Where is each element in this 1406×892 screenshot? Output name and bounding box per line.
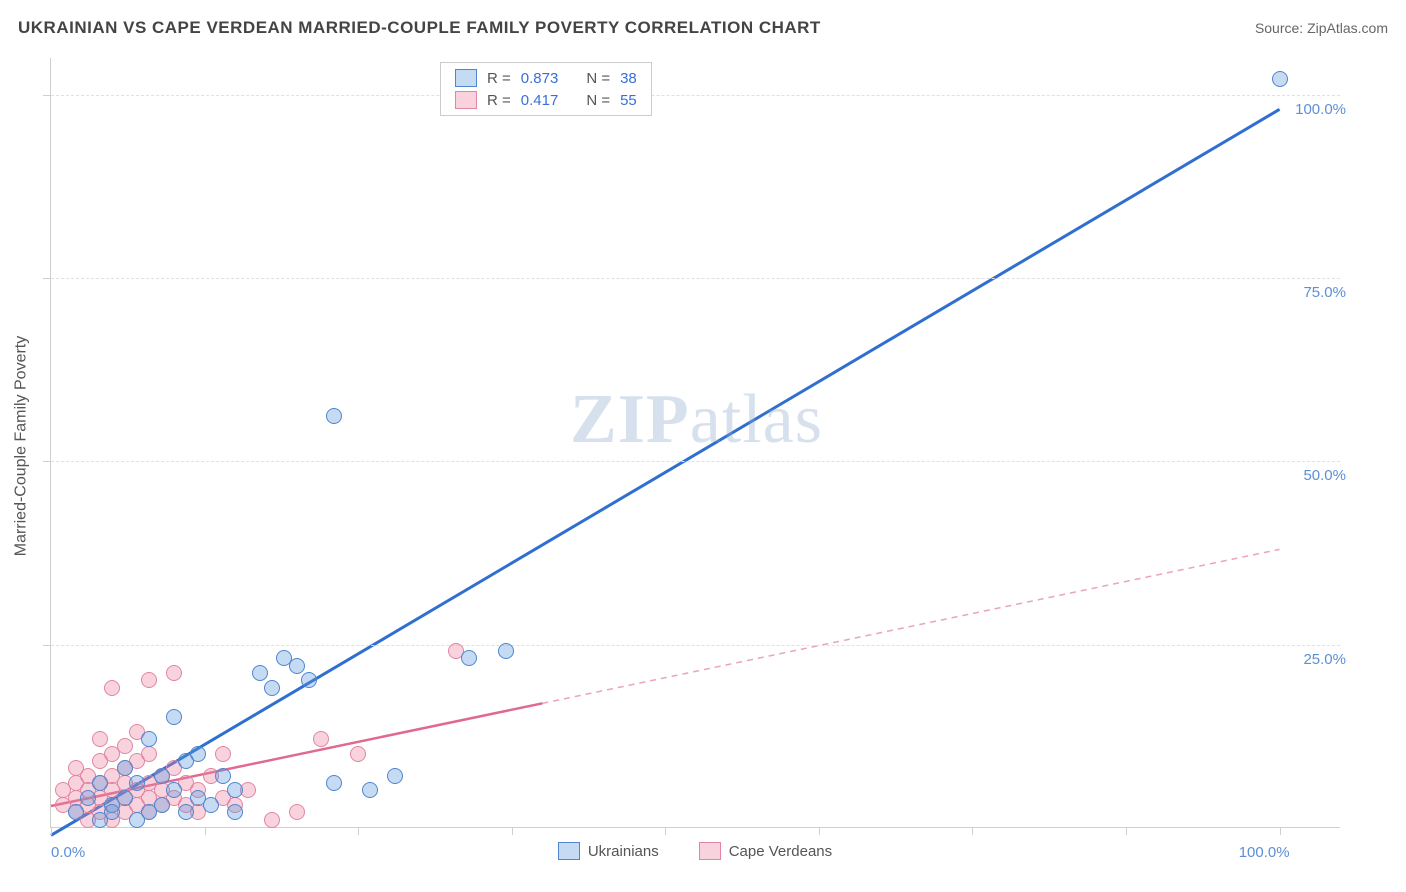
data-point bbox=[264, 812, 280, 828]
data-point bbox=[227, 782, 243, 798]
y-tick bbox=[43, 461, 51, 462]
trend-line bbox=[51, 109, 1280, 835]
gridline bbox=[51, 645, 1340, 646]
data-point bbox=[498, 643, 514, 659]
y-axis-label: Married-Couple Family Poverty bbox=[12, 336, 30, 557]
y-tick-label: 25.0% bbox=[1303, 651, 1346, 668]
data-point bbox=[129, 775, 145, 791]
chart-header: UKRAINIAN VS CAPE VERDEAN MARRIED-COUPLE… bbox=[18, 18, 1388, 38]
data-point bbox=[227, 804, 243, 820]
gridline bbox=[51, 461, 1340, 462]
legend-r-label: R = bbox=[487, 92, 511, 109]
data-point bbox=[92, 731, 108, 747]
y-tick bbox=[43, 645, 51, 646]
scatter-plot-area: 25.0%50.0%75.0%100.0%0.0%100.0% bbox=[50, 58, 1340, 828]
y-tick bbox=[43, 278, 51, 279]
y-tick-label: 100.0% bbox=[1295, 101, 1346, 118]
data-point bbox=[141, 746, 157, 762]
source-prefix: Source: bbox=[1255, 20, 1307, 36]
data-point bbox=[154, 797, 170, 813]
data-point bbox=[68, 804, 84, 820]
x-tick bbox=[358, 827, 359, 835]
data-point bbox=[215, 746, 231, 762]
x-tick bbox=[1126, 827, 1127, 835]
data-point bbox=[326, 775, 342, 791]
data-point bbox=[1272, 71, 1288, 87]
data-point bbox=[252, 665, 268, 681]
gridline bbox=[51, 95, 1340, 96]
data-point bbox=[326, 408, 342, 424]
legend-r-value: 0.873 bbox=[521, 70, 559, 87]
y-axis-label-wrap: Married-Couple Family Poverty bbox=[6, 0, 36, 892]
y-tick-label: 50.0% bbox=[1303, 467, 1346, 484]
series-legend-item: Ukrainians bbox=[558, 842, 659, 860]
data-point bbox=[289, 658, 305, 674]
y-tick bbox=[43, 95, 51, 96]
data-point bbox=[92, 775, 108, 791]
source-link[interactable]: ZipAtlas.com bbox=[1307, 20, 1388, 36]
data-point bbox=[117, 760, 133, 776]
series-legend: Ukrainians Cape Verdeans bbox=[50, 842, 1340, 860]
data-point bbox=[141, 731, 157, 747]
data-point bbox=[313, 731, 329, 747]
trend-line bbox=[542, 549, 1279, 703]
x-tick bbox=[665, 827, 666, 835]
legend-n-label: N = bbox=[586, 92, 610, 109]
data-point bbox=[203, 797, 219, 813]
data-point bbox=[387, 768, 403, 784]
data-point bbox=[104, 804, 120, 820]
series-legend-item: Cape Verdeans bbox=[699, 842, 832, 860]
x-tick bbox=[205, 827, 206, 835]
legend-r-value: 0.417 bbox=[521, 92, 559, 109]
data-point bbox=[461, 650, 477, 666]
legend-n-value: 38 bbox=[620, 70, 637, 87]
gridline bbox=[51, 278, 1340, 279]
source-attribution: Source: ZipAtlas.com bbox=[1255, 20, 1388, 36]
data-point bbox=[166, 665, 182, 681]
data-point bbox=[178, 804, 194, 820]
legend-r-label: R = bbox=[487, 70, 511, 87]
x-tick bbox=[1280, 827, 1281, 835]
legend-swatch bbox=[455, 69, 477, 87]
correlation-legend: R = 0.873 N = 38 R = 0.417 N = 55 bbox=[440, 62, 652, 116]
x-tick bbox=[51, 827, 52, 835]
y-tick-label: 75.0% bbox=[1303, 284, 1346, 301]
data-point bbox=[166, 709, 182, 725]
legend-swatch bbox=[699, 842, 721, 860]
data-point bbox=[301, 672, 317, 688]
data-point bbox=[154, 768, 170, 784]
data-point bbox=[104, 680, 120, 696]
legend-swatch bbox=[558, 842, 580, 860]
data-point bbox=[289, 804, 305, 820]
x-tick bbox=[819, 827, 820, 835]
data-point bbox=[362, 782, 378, 798]
data-point bbox=[80, 790, 96, 806]
series-legend-label: Cape Verdeans bbox=[729, 843, 832, 860]
data-point bbox=[141, 672, 157, 688]
legend-row: R = 0.873 N = 38 bbox=[441, 67, 651, 89]
data-point bbox=[215, 768, 231, 784]
data-point bbox=[350, 746, 366, 762]
data-point bbox=[190, 746, 206, 762]
x-tick bbox=[972, 827, 973, 835]
x-tick bbox=[512, 827, 513, 835]
legend-n-label: N = bbox=[586, 70, 610, 87]
trendlines-svg bbox=[51, 58, 1341, 828]
legend-swatch bbox=[455, 91, 477, 109]
chart-title: UKRAINIAN VS CAPE VERDEAN MARRIED-COUPLE… bbox=[18, 18, 821, 38]
data-point bbox=[117, 738, 133, 754]
data-point bbox=[117, 790, 133, 806]
data-point bbox=[264, 680, 280, 696]
series-legend-label: Ukrainians bbox=[588, 843, 659, 860]
legend-row: R = 0.417 N = 55 bbox=[441, 89, 651, 111]
data-point bbox=[166, 782, 182, 798]
legend-n-value: 55 bbox=[620, 92, 637, 109]
